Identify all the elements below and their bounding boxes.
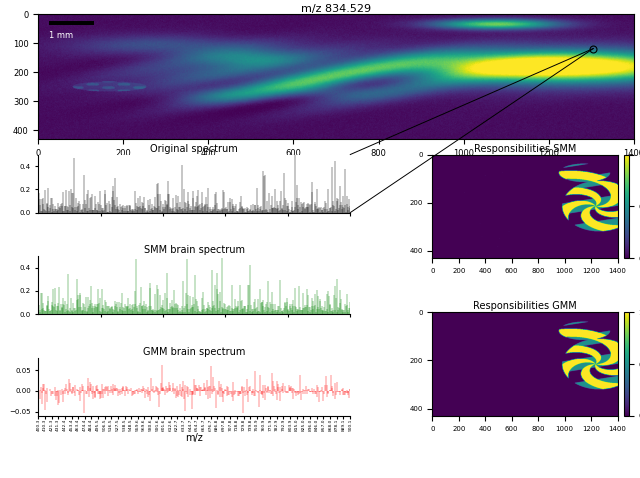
Title: Responsibilities SMM: Responsibilities SMM [474,144,576,154]
X-axis label: m/z: m/z [186,433,204,443]
Title: Responsibilities GMM: Responsibilities GMM [473,301,577,311]
Title: GMM brain spectrum: GMM brain spectrum [143,347,246,357]
Bar [49,21,93,25]
Text: 1 mm: 1 mm [49,31,73,40]
Title: m/z 834.529: m/z 834.529 [301,3,371,13]
Title: Original spectrum: Original spectrum [150,144,238,154]
Title: SMM brain spectrum: SMM brain spectrum [144,245,245,255]
